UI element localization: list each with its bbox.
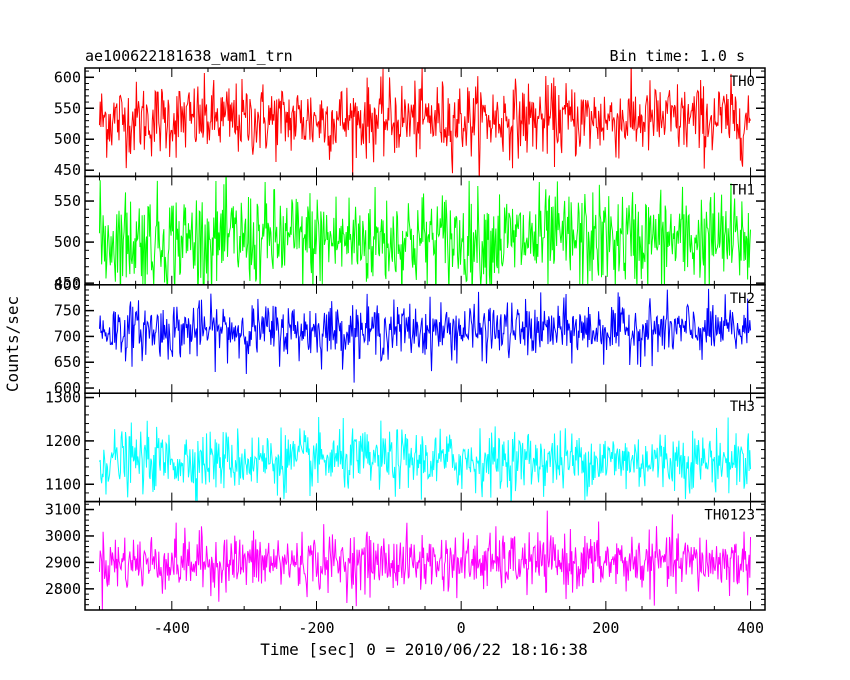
x-tick-label: 400 [737,619,764,637]
panels-group: 450 500 550 600 TH0 450 500 550 TH1 600 650 700 750 8… [45,67,766,611]
panel-label: TH0123 [704,508,755,524]
series-line-th0123 [98,510,752,611]
y-tick-label: 700 [54,327,81,345]
panel-label: TH1 [730,182,755,198]
series-line-th1 [98,176,752,285]
y-tick-label: 450 [54,274,81,292]
panel-label: TH2 [730,291,755,307]
panel-th0123: 2800 2900 3000 3100 TH0123 [45,501,766,611]
panel-th0: 450 500 550 600 TH0 [54,67,766,179]
x-axis-label: Time [sec] 0 = 2010/06/22 18:16:38 [260,640,588,659]
y-tick-label: 750 [54,302,81,320]
y-tick-label: 1100 [45,475,81,493]
bin-time-label: Bin time: 1.0 s [610,47,745,65]
y-tick-label: 500 [54,130,81,148]
x-tick-label: -400 [154,619,190,637]
y-axis-label: Counts/sec [3,296,22,392]
y-tick-label: 550 [54,192,81,210]
x-tick-label: 0 [457,619,466,637]
y-tick-label: 500 [54,233,81,251]
x-tick-label: 200 [592,619,619,637]
chart-title: ae100622181638_wam1_trn [85,47,293,65]
y-tick-label: 600 [54,379,81,397]
y-tick-label: 1200 [45,432,81,450]
series-line-th3 [99,417,752,502]
panel-label: TH0 [730,74,755,90]
y-tick-label: 3100 [45,501,81,519]
series-line-th0 [98,68,751,177]
x-axis: -400 -200 0 200 400 [154,619,764,637]
y-tick-label: 2800 [45,580,81,598]
series-line-th2 [98,288,752,383]
y-tick-label: 800 [54,276,81,294]
y-tick-label: 450 [54,161,81,179]
panel-th2: 600 650 700 750 800 TH2 [54,276,766,397]
panel-frame [84,67,766,178]
panel-th3: 1100 1200 1300 TH3 [45,389,766,503]
y-tick-label: 1300 [45,389,81,407]
y-tick-label: 2900 [45,553,81,571]
x-tick-label: -200 [298,619,334,637]
panel-label: TH3 [730,399,755,415]
y-tick-label: 550 [54,99,81,117]
y-tick-label: 3000 [45,527,81,545]
y-tick-label: 650 [54,353,81,371]
y-tick-label: 600 [54,68,81,86]
